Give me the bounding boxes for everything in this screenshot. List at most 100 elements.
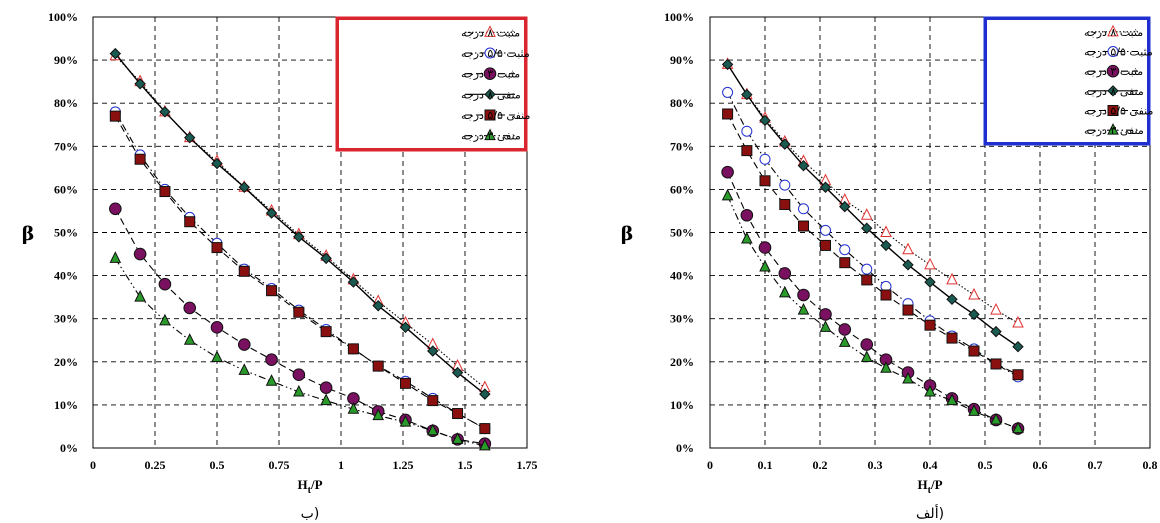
- data-point: [759, 259, 771, 272]
- data-point: [839, 244, 851, 256]
- y-axis-title: β: [22, 223, 35, 245]
- data-point: [721, 165, 734, 179]
- data-point: [741, 231, 753, 244]
- y-tick-label: 50%: [670, 226, 694, 240]
- x-axis-title-subscript: t: [308, 485, 312, 496]
- x-tick-label: 1.75: [517, 458, 538, 472]
- chart-caption: ب): [301, 506, 320, 522]
- data-point: [758, 241, 772, 254]
- data-point: [479, 438, 491, 451]
- data-point: [924, 276, 936, 288]
- x-tick-label: 0.5: [210, 458, 225, 472]
- data-point: [109, 110, 121, 122]
- data-point: [741, 88, 753, 101]
- data-point: [839, 257, 851, 269]
- legend-label: مثبت ۵/۵ درجه: [1084, 46, 1153, 59]
- data-point: [347, 402, 360, 414]
- data-point: [426, 423, 439, 436]
- legend-marker: [484, 25, 496, 37]
- data-point: [880, 361, 892, 373]
- data-point: [265, 374, 278, 386]
- x-tick-label: 0: [90, 458, 96, 472]
- data-point: [134, 78, 146, 90]
- y-tick-label: 60%: [54, 182, 78, 196]
- data-point: [133, 247, 147, 261]
- data-point: [479, 423, 491, 435]
- data-point: [860, 208, 873, 220]
- data-point: [347, 276, 360, 288]
- x-axis-title-tail: /P: [310, 477, 323, 492]
- legend-label: منفی ۸ درجه: [1084, 85, 1144, 98]
- y-tick-label: 0%: [676, 441, 694, 455]
- x-tick-label: 1.5: [458, 458, 473, 472]
- data-point: [860, 338, 874, 351]
- legend-label: مثبت ۵/۵ درجه: [461, 47, 530, 60]
- x-tick-label: 0.2: [813, 458, 828, 472]
- y-tick-label: 80%: [54, 96, 78, 110]
- data-point: [211, 242, 223, 254]
- y-tick-label: 90%: [670, 53, 694, 67]
- data-point: [451, 366, 464, 379]
- y-tick-label: 70%: [670, 139, 694, 153]
- legend-marker: [483, 67, 497, 80]
- data-point: [838, 335, 851, 347]
- data-point: [798, 220, 809, 232]
- y-tick-label: 50%: [54, 226, 78, 240]
- y-tick-label: 20%: [54, 355, 78, 369]
- data-point: [1012, 315, 1024, 328]
- data-point: [902, 259, 914, 271]
- y-tick-label: 60%: [670, 182, 694, 196]
- data-point: [990, 358, 1002, 370]
- data-point: [759, 114, 771, 127]
- data-point: [1012, 369, 1024, 381]
- data-point: [880, 239, 892, 252]
- series-line: [727, 92, 1019, 378]
- data-point: [924, 257, 936, 270]
- data-point: [968, 345, 980, 357]
- data-point: [968, 287, 980, 300]
- data-point: [319, 381, 333, 394]
- series-5: [721, 188, 1024, 434]
- data-point: [924, 319, 936, 331]
- legend-marker: [1107, 24, 1119, 37]
- x-tick-label: 0.7: [1088, 458, 1103, 472]
- data-point: [798, 203, 809, 215]
- series-line: [114, 111, 486, 430]
- legend-label: مثبت ۳ درجه: [461, 68, 520, 81]
- y-tick-label: 30%: [54, 312, 78, 326]
- legend-label: مثبت ۳ درجه: [1084, 65, 1143, 78]
- y-tick-label: 90%: [54, 53, 78, 67]
- data-point: [372, 408, 385, 421]
- x-axis-title-subscript: t: [928, 485, 932, 496]
- x-tick-label: 0.1: [758, 458, 773, 472]
- data-point: [293, 231, 305, 243]
- x-axis-title-main: H: [917, 477, 927, 492]
- chart-b: 0% 10% 20% 30% 40% 50% 60% 70% 80% 90% 100% 0 0.25 0.…: [22, 10, 538, 522]
- legend-label: منفی ۸ درجه: [461, 88, 521, 101]
- legend-box: [987, 20, 1147, 142]
- data-point: [778, 285, 791, 298]
- data-point: [819, 320, 832, 332]
- x-tick-label: 0.5: [978, 458, 993, 472]
- y-tick-label: 40%: [54, 269, 78, 283]
- data-point: [184, 216, 196, 228]
- data-point: [399, 321, 412, 334]
- data-point: [946, 393, 958, 406]
- y-tick-label: 10%: [54, 398, 78, 412]
- series-4: [722, 108, 1024, 381]
- data-point: [721, 188, 734, 201]
- data-point: [741, 145, 753, 157]
- data-point: [109, 202, 122, 216]
- y-tick-label: 40%: [670, 269, 694, 283]
- data-point: [372, 300, 384, 312]
- x-tick-label: 0.75: [269, 458, 290, 472]
- data-point: [265, 207, 278, 219]
- data-point: [820, 239, 831, 251]
- x-axis-title: Ht/P: [297, 477, 322, 496]
- data-point: [722, 86, 734, 98]
- x-tick-label: 0.8: [1143, 458, 1158, 472]
- legend-marker: [1107, 46, 1119, 57]
- data-point: [797, 302, 810, 315]
- data-point: [320, 252, 332, 265]
- y-tick-label: 100%: [48, 10, 78, 24]
